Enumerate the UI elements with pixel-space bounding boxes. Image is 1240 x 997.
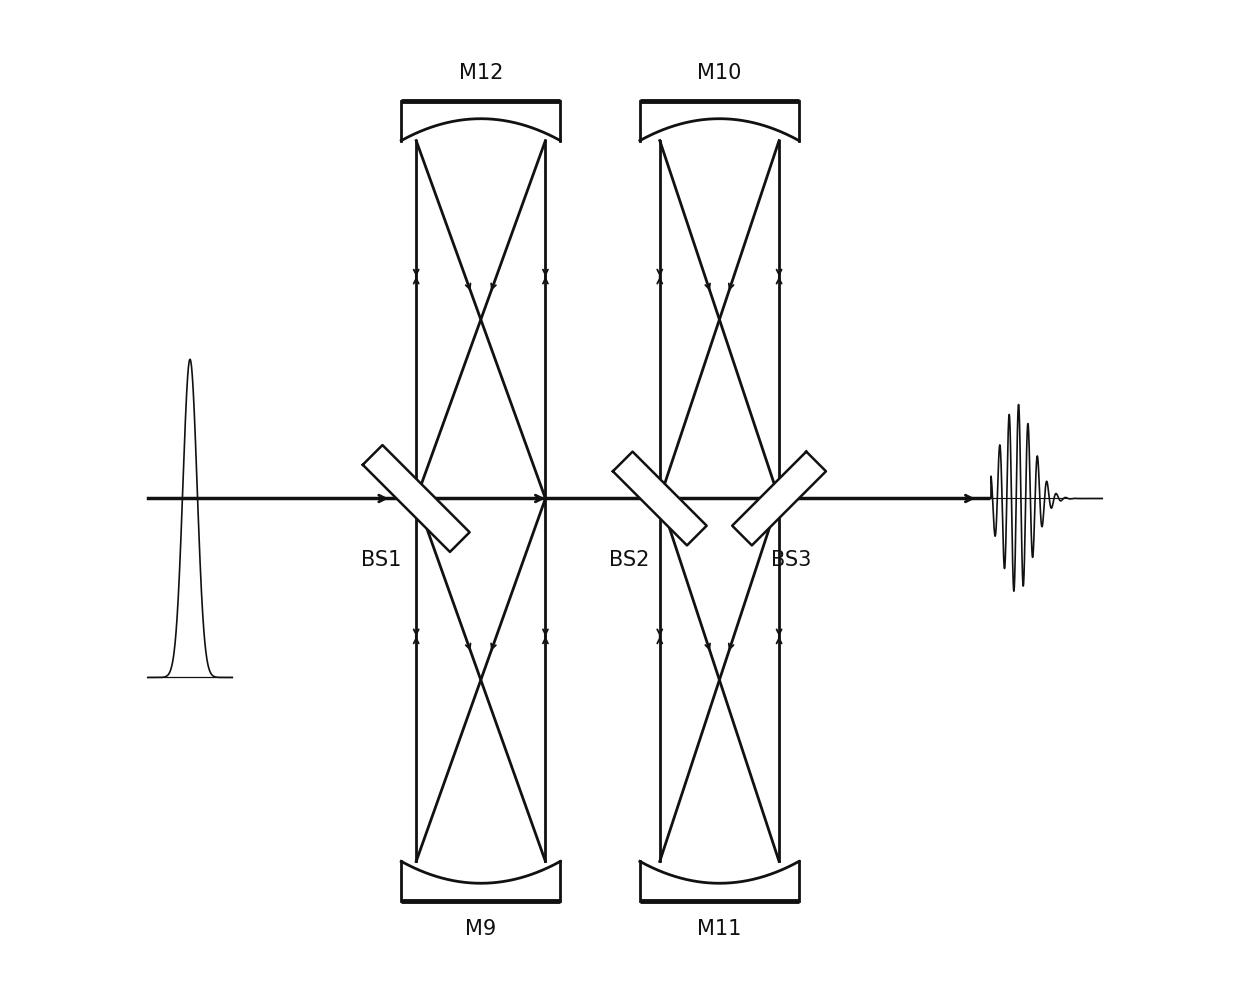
- Polygon shape: [363, 445, 470, 552]
- Text: BS3: BS3: [771, 550, 811, 570]
- Polygon shape: [613, 452, 707, 545]
- Polygon shape: [732, 452, 826, 545]
- Text: M11: M11: [697, 919, 742, 939]
- Text: BS2: BS2: [609, 550, 650, 570]
- Text: M12: M12: [459, 63, 503, 83]
- Text: BS1: BS1: [361, 550, 402, 570]
- Text: M9: M9: [465, 919, 496, 939]
- Text: M10: M10: [697, 63, 742, 83]
